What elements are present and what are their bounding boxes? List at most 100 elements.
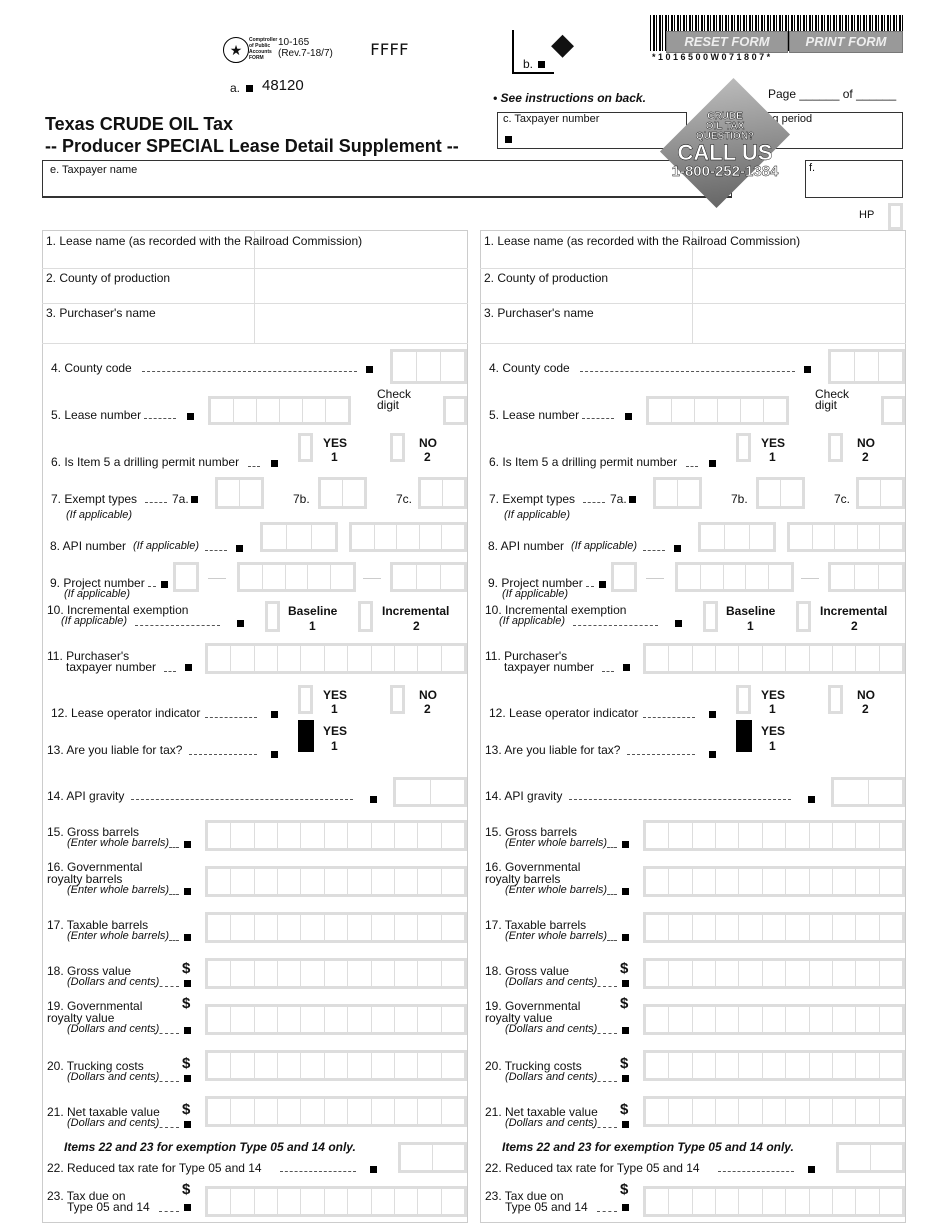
digit-cell[interactable]: [343, 480, 364, 506]
digit-cell[interactable]: [669, 1099, 693, 1124]
digit-cell[interactable]: [395, 1053, 419, 1078]
digit-cell[interactable]: [716, 1099, 740, 1124]
digit-cell[interactable]: [263, 525, 288, 549]
digit-cell[interactable]: [786, 1007, 810, 1032]
digit-cell[interactable]: [325, 915, 349, 940]
digit-cell[interactable]: [231, 961, 255, 986]
digit-cell[interactable]: [301, 961, 325, 986]
col2-gross-barrels-input[interactable]: [643, 820, 905, 851]
col2-project-number-part2-input[interactable]: [675, 562, 794, 592]
col1-api-gravity-input[interactable]: [393, 777, 467, 807]
col2-i12-yes-checkbox[interactable]: [736, 685, 751, 714]
digit-cell[interactable]: [856, 1053, 880, 1078]
digit-cell[interactable]: [375, 525, 398, 549]
digit-cell[interactable]: [646, 1099, 670, 1124]
digit-cell[interactable]: [693, 1053, 717, 1078]
digit-cell[interactable]: [693, 915, 717, 940]
digit-cell[interactable]: [208, 823, 232, 848]
digit-cell[interactable]: [669, 1189, 693, 1214]
col1-royalty-barrels-input[interactable]: [205, 866, 467, 897]
digit-cell[interactable]: [739, 1099, 763, 1124]
digit-cell[interactable]: [395, 1099, 419, 1124]
digit-cell[interactable]: [833, 1099, 857, 1124]
digit-cell[interactable]: [856, 646, 880, 671]
digit-cell[interactable]: [834, 780, 869, 804]
digit-cell[interactable]: [716, 869, 740, 894]
digit-cell[interactable]: [879, 352, 902, 381]
digit-cell[interactable]: [759, 480, 781, 506]
digit-cell[interactable]: [781, 480, 802, 506]
digit-cell[interactable]: [393, 688, 402, 711]
digit-cell[interactable]: [234, 399, 257, 422]
digit-cell[interactable]: [442, 823, 464, 848]
digit-cell[interactable]: [724, 565, 747, 589]
col2-api-number-part2-input[interactable]: [787, 522, 905, 552]
col1-gross-barrels-input[interactable]: [205, 820, 467, 851]
digit-cell[interactable]: [418, 823, 442, 848]
digit-cell[interactable]: [287, 525, 312, 549]
digit-cell[interactable]: [255, 1007, 279, 1032]
digit-cell[interactable]: [669, 823, 693, 848]
digit-cell[interactable]: [372, 961, 395, 986]
digit-cell[interactable]: [396, 780, 431, 804]
digit-cell[interactable]: [325, 1053, 349, 1078]
digit-cell[interactable]: [741, 399, 764, 422]
col1-project-number-part2-input[interactable]: [237, 562, 356, 592]
digit-cell[interactable]: [880, 1053, 902, 1078]
digit-cell[interactable]: [646, 1189, 670, 1214]
digit-cell[interactable]: [856, 1007, 880, 1032]
digit-cell[interactable]: [372, 869, 395, 894]
digit-cell[interactable]: [701, 525, 726, 549]
digit-cell[interactable]: [431, 780, 465, 804]
hp-box[interactable]: [888, 203, 903, 230]
digit-cell[interactable]: [678, 565, 701, 589]
digit-cell[interactable]: [833, 646, 857, 671]
digit-cell[interactable]: [286, 565, 309, 589]
digit-cell[interactable]: [656, 480, 678, 506]
digit-cell[interactable]: [372, 1053, 395, 1078]
digit-cell[interactable]: [442, 525, 464, 549]
col1-county-code-input[interactable]: [390, 349, 467, 384]
digit-cell[interactable]: [693, 823, 717, 848]
digit-cell[interactable]: [810, 646, 833, 671]
digit-cell[interactable]: [325, 1007, 349, 1032]
digit-cell[interactable]: [278, 1053, 302, 1078]
digit-cell[interactable]: [739, 436, 748, 459]
col2-trucking-costs-input[interactable]: [643, 1050, 905, 1081]
digit-cell[interactable]: [208, 646, 232, 671]
digit-cell[interactable]: [442, 1099, 464, 1124]
digit-cell[interactable]: [693, 1007, 717, 1032]
digit-cell[interactable]: [769, 565, 791, 589]
digit-cell[interactable]: [739, 1189, 763, 1214]
digit-cell[interactable]: [716, 646, 740, 671]
digit-cell[interactable]: [646, 869, 670, 894]
digit-cell[interactable]: [810, 869, 833, 894]
digit-cell[interactable]: [880, 1007, 902, 1032]
digit-cell[interactable]: [869, 780, 903, 804]
digit-cell[interactable]: [669, 915, 693, 940]
digit-cell[interactable]: [395, 646, 419, 671]
digit-cell[interactable]: [301, 1099, 325, 1124]
col1-gross-value-input[interactable]: [205, 958, 467, 989]
digit-cell[interactable]: [301, 1189, 325, 1214]
col2-liable-yes-checkbox[interactable]: [736, 720, 752, 752]
taxpayer-name-field[interactable]: [42, 160, 732, 198]
col1-purchaser-taxpayer-number-input[interactable]: [205, 643, 467, 674]
digit-cell[interactable]: [813, 525, 836, 549]
digit-cell[interactable]: [231, 1189, 255, 1214]
digit-cell[interactable]: [301, 869, 325, 894]
digit-cell[interactable]: [303, 399, 326, 422]
col1-baseline-checkbox[interactable]: [265, 601, 280, 632]
digit-cell[interactable]: [693, 1189, 717, 1214]
digit-cell[interactable]: [855, 352, 879, 381]
col2-tax-due-input[interactable]: [643, 1186, 905, 1217]
digit-cell[interactable]: [393, 436, 402, 459]
col1-api-number-part2-input[interactable]: [349, 522, 467, 552]
digit-cell[interactable]: [669, 961, 693, 986]
digit-cell[interactable]: [278, 869, 302, 894]
digit-cell[interactable]: [764, 399, 786, 422]
digit-cell[interactable]: [835, 525, 858, 549]
digit-cell[interactable]: [856, 961, 880, 986]
digit-cell[interactable]: [701, 565, 724, 589]
digit-cell[interactable]: [763, 646, 787, 671]
